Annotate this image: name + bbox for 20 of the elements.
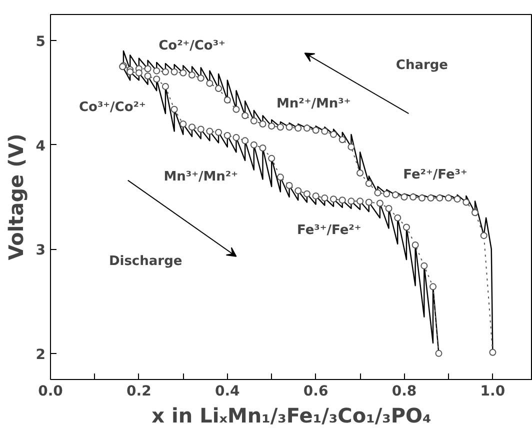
annotation: Fe²⁺/Fe³⁺ [403, 168, 468, 183]
annotation: Mn³⁺/Mn²⁺ [164, 170, 238, 185]
annotation: Fe³⁺/Fe²⁺ [296, 222, 362, 238]
x-tick-label: 0.6 [303, 384, 328, 400]
y-axis-title: Voltage (V) [4, 134, 28, 260]
annotation: Co²⁺/Co³⁺ [158, 38, 226, 54]
y-tick-label: 5 [36, 34, 46, 50]
y-tick-label: 3 [36, 242, 46, 259]
x-tick-label: 0.0 [38, 384, 64, 400]
y-tick-label: 4 [36, 138, 46, 154]
x-tick-label: 0.8 [392, 384, 417, 400]
annotation: Charge [396, 58, 448, 74]
y-tick-label: 2 [36, 346, 46, 363]
annotation: Discharge [108, 254, 182, 270]
annotation: Mn²⁺/Mn³⁺ [276, 96, 351, 112]
x-tick-label: 1.0 [480, 384, 506, 400]
x-axis-title: x in LiₓMn₁/₃Fe₁/₃Co₁/₃PO₄ [152, 404, 432, 428]
x-tick-label: 0.4 [214, 384, 240, 400]
x-tick-label: 0.2 [126, 384, 152, 400]
annotation: Co³⁺/Co²⁺ [79, 100, 146, 115]
